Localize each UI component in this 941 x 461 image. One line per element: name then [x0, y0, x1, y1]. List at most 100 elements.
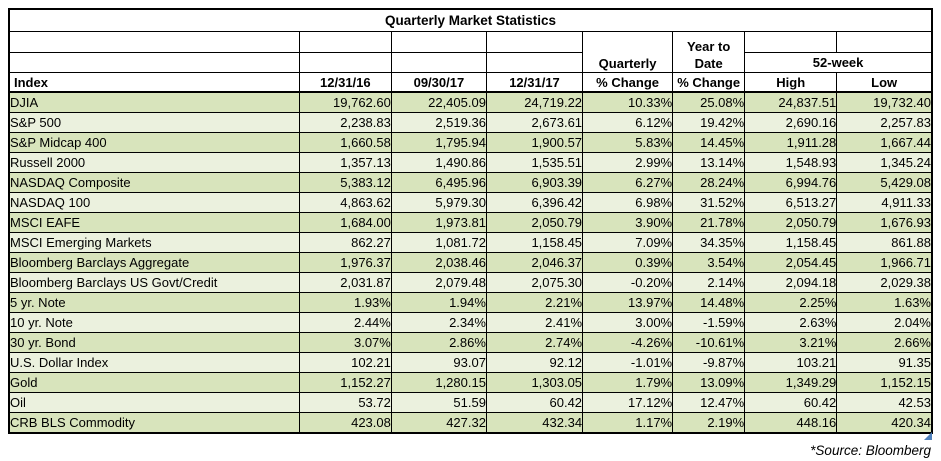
group-header-row-2: 52-week	[8, 52, 933, 73]
table-row: S&P 500 2,238.83 2,519.36 2,673.61 6.12% 19.4…	[8, 112, 933, 133]
value-cell: 6,396.42	[485, 192, 584, 213]
selection-corner-marker	[924, 432, 932, 440]
table-row: Oil 53.72 51.59 60.42 17.12% 12.47% 60.42 42.53	[8, 392, 933, 413]
blank-cell	[485, 52, 584, 73]
value-cell: 2.74%	[485, 332, 584, 353]
table-title: Quarterly Market Statistics	[8, 8, 933, 32]
row-index-label: U.S. Dollar Index	[8, 352, 300, 373]
col-header-52week-high: High	[744, 72, 838, 93]
column-header-row: Index 12/31/16 09/30/17 12/31/17 % Chang…	[8, 72, 933, 93]
table-row: NASDAQ Composite 5,383.12 6,495.96 6,903.39…	[8, 172, 933, 193]
value-cell: 448.16	[744, 412, 838, 434]
value-cell: 6.98%	[582, 192, 674, 213]
table-row: Bloomberg Barclays US Govt/Credit 2,031.8…	[8, 272, 933, 293]
blank-cell	[744, 31, 838, 53]
value-cell: 7.09%	[582, 232, 674, 253]
col-group-52-week: 52-week	[744, 52, 933, 73]
value-cell: 17.12%	[582, 392, 674, 413]
value-cell: 10.33%	[582, 91, 674, 113]
value-cell: 2,050.79	[485, 212, 584, 233]
value-cell: 1,280.15	[390, 372, 487, 393]
value-cell: 2,050.79	[744, 212, 838, 233]
title-row: Quarterly Market Statistics	[8, 8, 933, 32]
value-cell: 1,911.28	[744, 132, 838, 153]
blank-cell	[298, 52, 392, 73]
value-cell: 5,429.08	[836, 172, 933, 193]
col-group-year-to-date: Year to Date	[672, 31, 746, 73]
blank-cell	[8, 31, 300, 53]
value-cell: 2,673.61	[485, 112, 584, 133]
value-cell: 2.44%	[298, 312, 392, 333]
value-cell: 60.42	[485, 392, 584, 413]
value-cell: 1,684.00	[298, 212, 392, 233]
table-row: MSCI Emerging Markets 862.27 1,081.72 1,158…	[8, 232, 933, 253]
value-cell: 427.32	[390, 412, 487, 434]
table-row: 10 yr. Note 2.44% 2.34% 2.41% 3.00% -1.59% 2.6…	[8, 312, 933, 333]
value-cell: 2,046.37	[485, 252, 584, 273]
value-cell: 19,732.40	[836, 91, 933, 113]
value-cell: 6,513.27	[744, 192, 838, 213]
col-header-date-12-31-16: 12/31/16	[298, 72, 392, 93]
value-cell: 1,900.57	[485, 132, 584, 153]
value-cell: 861.88	[836, 232, 933, 253]
value-cell: 862.27	[298, 232, 392, 253]
value-cell: 1,490.86	[390, 152, 487, 173]
value-cell: 2,257.83	[836, 112, 933, 133]
value-cell: 2.99%	[582, 152, 674, 173]
table-row: Bloomberg Barclays Aggregate 1,976.37 2,03…	[8, 252, 933, 273]
value-cell: 5,979.30	[390, 192, 487, 213]
table-row: Gold 1,152.27 1,280.15 1,303.05 1.79% 13.09% 1…	[8, 372, 933, 393]
value-cell: 5.83%	[582, 132, 674, 153]
table-body: DJIA 19,762.60 22,405.09 24,719.22 10.33% 25.…	[8, 91, 933, 434]
table-row: 5 yr. Note 1.93% 1.94% 2.21% 13.97% 14.48% 2.2…	[8, 292, 933, 313]
value-cell: 1,349.29	[744, 372, 838, 393]
value-cell: 19,762.60	[298, 91, 392, 113]
group-header-row-1: Quarterly Year to Date	[8, 31, 933, 73]
value-cell: 1,795.94	[390, 132, 487, 153]
value-cell: 21.78%	[672, 212, 746, 233]
value-cell: 1,660.58	[298, 132, 392, 153]
value-cell: 1.63%	[836, 292, 933, 313]
row-index-label: Oil	[8, 392, 300, 413]
row-index-label: CRB BLS Commodity	[8, 412, 300, 434]
value-cell: 34.35%	[672, 232, 746, 253]
value-cell: 53.72	[298, 392, 392, 413]
col-group-quarterly: Quarterly	[582, 31, 674, 73]
blank-cell	[298, 31, 392, 53]
table-row: U.S. Dollar Index 102.21 93.07 92.12 -1.01% -…	[8, 352, 933, 373]
value-cell: 420.34	[836, 412, 933, 434]
row-index-label: S&P 500	[8, 112, 300, 133]
value-cell: 42.53	[836, 392, 933, 413]
value-cell: 6,495.96	[390, 172, 487, 193]
table-row: MSCI EAFE 1,684.00 1,973.81 2,050.79 3.90% 21…	[8, 212, 933, 233]
value-cell: 2,054.45	[744, 252, 838, 273]
value-cell: 1,345.24	[836, 152, 933, 173]
value-cell: 13.14%	[672, 152, 746, 173]
value-cell: -10.61%	[672, 332, 746, 353]
value-cell: -4.26%	[582, 332, 674, 353]
value-cell: 2.14%	[672, 272, 746, 293]
value-cell: 13.97%	[582, 292, 674, 313]
value-cell: 14.45%	[672, 132, 746, 153]
value-cell: 14.48%	[672, 292, 746, 313]
value-cell: 25.08%	[672, 91, 746, 113]
value-cell: 423.08	[298, 412, 392, 434]
value-cell: 2,690.16	[744, 112, 838, 133]
value-cell: 1,152.27	[298, 372, 392, 393]
value-cell: 1,535.51	[485, 152, 584, 173]
value-cell: 1.17%	[582, 412, 674, 434]
value-cell: -9.87%	[672, 352, 746, 373]
value-cell: 1.94%	[390, 292, 487, 313]
row-index-label: DJIA	[8, 91, 300, 113]
value-cell: 6.27%	[582, 172, 674, 193]
value-cell: 2.86%	[390, 332, 487, 353]
value-cell: 1,548.93	[744, 152, 838, 173]
blank-cell	[485, 31, 584, 53]
value-cell: 1.79%	[582, 372, 674, 393]
row-index-label: NASDAQ Composite	[8, 172, 300, 193]
value-cell: 2.63%	[744, 312, 838, 333]
row-index-label: MSCI Emerging Markets	[8, 232, 300, 253]
blank-cell	[390, 31, 487, 53]
row-index-label: S&P Midcap 400	[8, 132, 300, 153]
value-cell: 1,976.37	[298, 252, 392, 273]
